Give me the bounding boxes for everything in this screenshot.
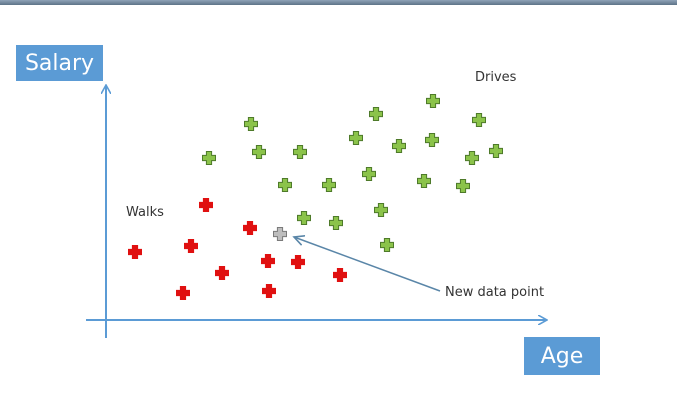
drives-marker <box>278 178 292 192</box>
data-markers <box>128 94 503 300</box>
walks-marker <box>243 221 257 235</box>
drives-marker <box>369 107 383 121</box>
drives-marker <box>293 145 307 159</box>
drives-marker <box>322 178 336 192</box>
drives-marker <box>349 131 363 145</box>
drives-marker <box>456 179 470 193</box>
drives-marker <box>489 144 503 158</box>
y-axis-label: Salary <box>16 45 103 81</box>
new-data-point-marker <box>273 227 287 241</box>
drives-marker <box>297 211 311 225</box>
drives-marker <box>426 94 440 108</box>
walks-marker <box>261 254 275 268</box>
class-label-walks: Walks <box>126 205 164 220</box>
x-axis-label: Age <box>524 337 600 375</box>
new-data-point-label: New data point <box>445 285 545 300</box>
walks-marker <box>128 245 142 259</box>
drives-marker <box>374 203 388 217</box>
class-label-drives: Drives <box>475 70 517 85</box>
walks-marker <box>215 266 229 280</box>
walks-marker <box>333 268 347 282</box>
walks-marker <box>262 284 276 298</box>
drives-marker <box>329 216 343 230</box>
annotation-arrow <box>294 237 441 292</box>
drives-marker <box>244 117 258 131</box>
drives-marker <box>465 151 479 165</box>
drives-marker <box>472 113 486 127</box>
drives-marker <box>252 145 266 159</box>
drives-marker <box>425 133 439 147</box>
drives-marker <box>392 139 406 153</box>
drives-marker <box>417 174 431 188</box>
walks-marker <box>199 198 213 212</box>
drives-marker <box>202 151 216 165</box>
drives-marker <box>380 238 394 252</box>
walks-marker <box>176 286 190 300</box>
walks-marker <box>184 239 198 253</box>
walks-marker <box>291 255 305 269</box>
top-border-bar <box>0 0 677 5</box>
drives-marker <box>362 167 376 181</box>
